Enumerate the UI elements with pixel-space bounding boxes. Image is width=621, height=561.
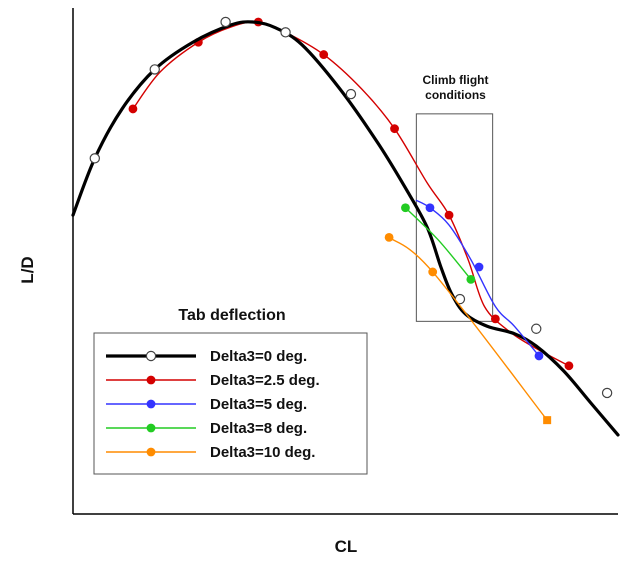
legend-label: Delta3=8 deg. <box>210 420 307 437</box>
data-point-delta3-8-deg <box>466 275 475 284</box>
annotation-line-1: Climb flight <box>423 73 489 87</box>
series-line-delta3-10-deg <box>389 237 547 420</box>
data-point-delta3-2-5-deg <box>491 314 500 323</box>
legend-label: Delta3=0 deg. <box>210 348 307 365</box>
legend-label: Delta3=5 deg. <box>210 396 307 413</box>
data-point-delta3-2-5-deg <box>129 105 138 114</box>
series-delta3-8-deg <box>401 203 475 283</box>
data-point-delta3-0-deg <box>281 28 290 37</box>
annotation-line-2: conditions <box>425 88 486 102</box>
data-point-delta3-2-5-deg <box>319 50 328 59</box>
legend-title: Tab deflection <box>178 307 285 324</box>
x-axis-label: CL <box>335 537 358 556</box>
y-axis-label: L/D <box>18 256 37 283</box>
series-line-delta3-5-deg <box>416 200 539 356</box>
climb-conditions-box <box>416 114 492 321</box>
series-delta3-10-deg <box>385 233 551 424</box>
data-point-delta3-10-deg <box>543 416 551 424</box>
legend-label: Delta3=10 deg. <box>210 444 315 461</box>
legend: Delta3=0 deg. Delta3=2.5 deg. Delta3=5 deg… <box>94 333 367 474</box>
data-point-delta3-0-deg <box>150 65 159 74</box>
legend-label: Delta3=2.5 deg. <box>210 372 320 389</box>
climb-conditions-annotation: Climb flight conditions <box>416 73 492 321</box>
data-point-delta3-0-deg <box>221 17 230 26</box>
legend-marker <box>147 424 156 433</box>
data-point-delta3-10-deg <box>428 268 437 277</box>
legend-marker <box>146 351 155 360</box>
data-point-delta3-2-5-deg <box>390 124 399 133</box>
data-point-delta3-0-deg <box>532 324 541 333</box>
data-point-delta3-2-5-deg <box>445 211 454 220</box>
data-point-delta3-5-deg <box>475 263 484 272</box>
data-point-delta3-0-deg <box>346 90 355 99</box>
data-point-delta3-5-deg <box>426 203 435 212</box>
legend-marker <box>147 400 156 409</box>
legend-marker <box>147 376 156 385</box>
data-point-delta3-10-deg <box>385 233 394 242</box>
data-point-delta3-0-deg <box>90 154 99 163</box>
data-point-delta3-2-5-deg <box>565 361 574 370</box>
legend-marker <box>147 448 156 457</box>
data-point-delta3-8-deg <box>401 203 410 212</box>
series-delta3-5-deg <box>416 200 543 360</box>
data-point-delta3-0-deg <box>603 388 612 397</box>
data-point-delta3-5-deg <box>535 352 544 361</box>
